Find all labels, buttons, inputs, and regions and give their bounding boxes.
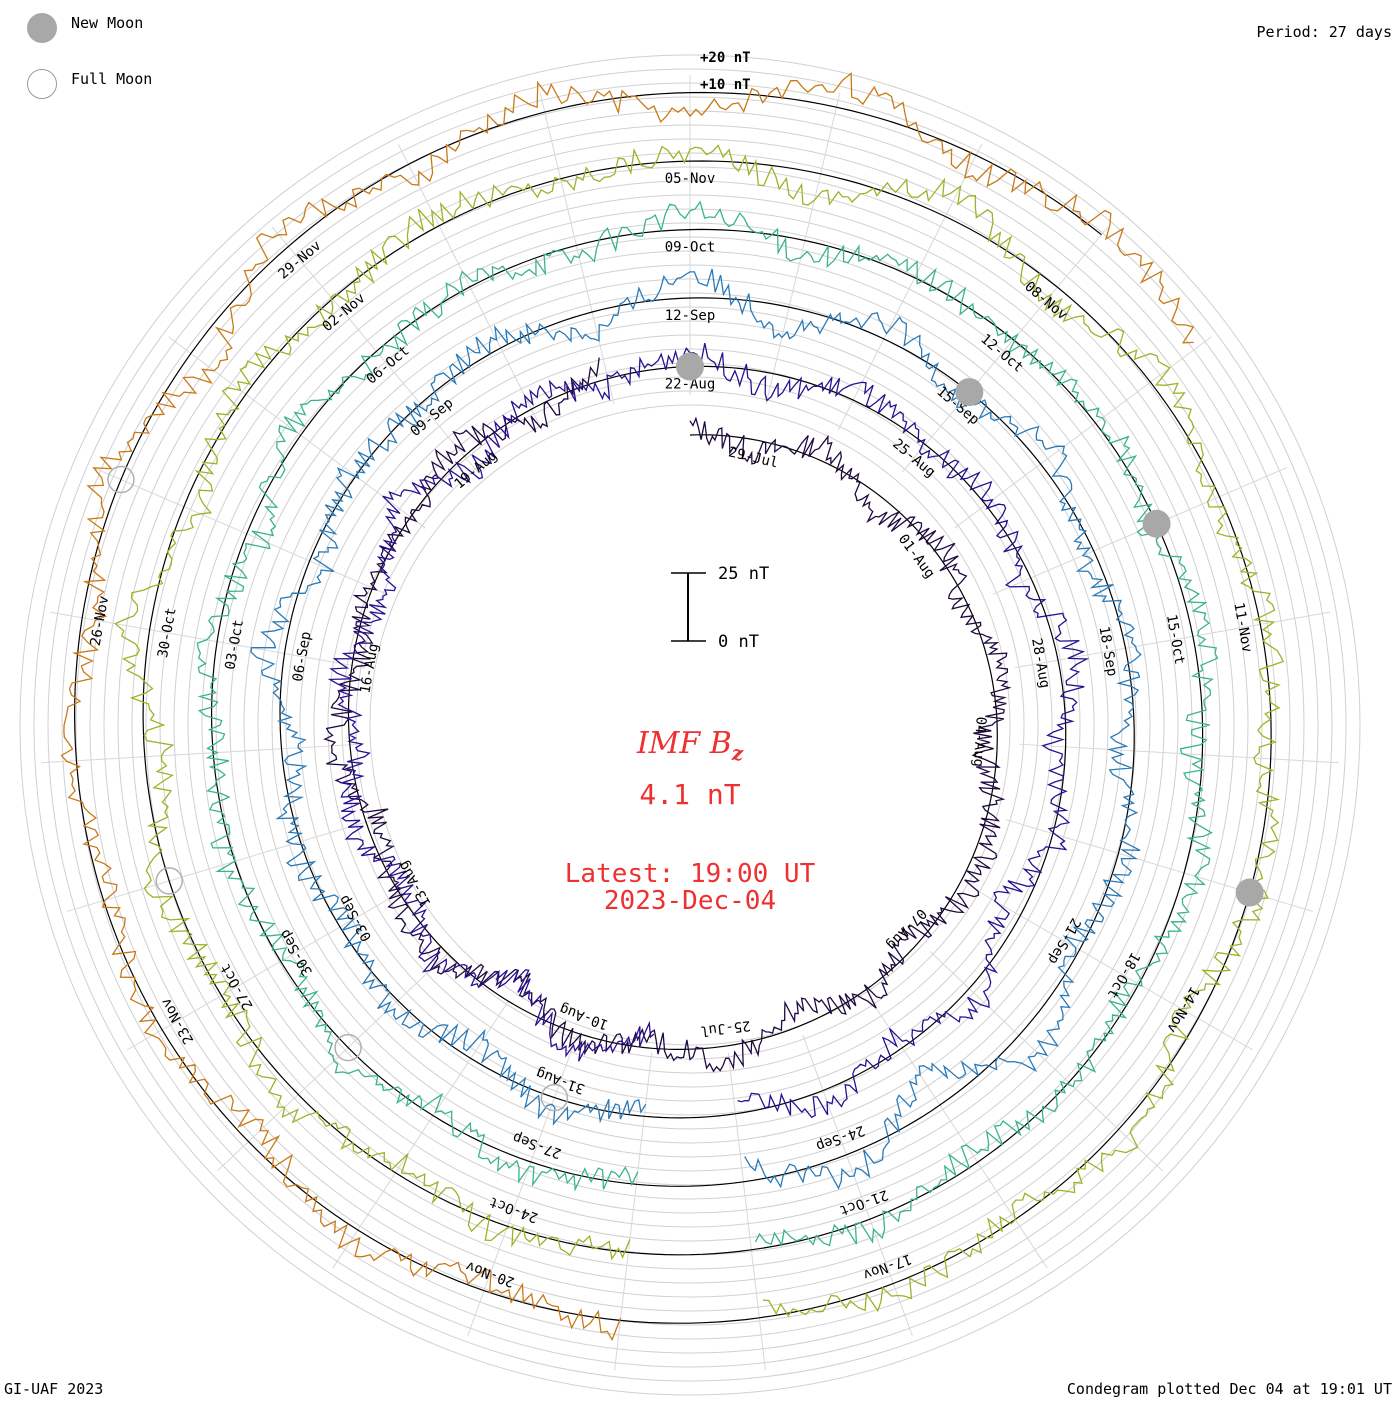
chart-title-main: IMF B	[636, 726, 732, 761]
ring-label-10: +10 nT	[700, 77, 751, 93]
latest-time-label: Latest: 19:00 UT	[564, 859, 816, 889]
grid-ring	[229, 264, 1151, 1186]
full-moon-marker	[540, 1083, 569, 1112]
full-moon-legend-label: Full Moon	[71, 70, 153, 88]
full-moon-marker	[155, 867, 183, 895]
series-trace-1	[323, 357, 1012, 1073]
new-moon-marker	[1235, 878, 1264, 907]
grid-ring	[355, 390, 1025, 1060]
grid-ring	[19, 54, 1361, 1396]
new-moon-marker	[1142, 509, 1171, 538]
grid-ring	[299, 334, 1081, 1116]
full-moon-marker	[107, 465, 135, 494]
date-label: 12-Sep	[665, 308, 716, 324]
date-label: 07-Aug	[883, 905, 929, 953]
full-moon-legend-icon	[27, 69, 57, 99]
grid-ring	[33, 68, 1347, 1382]
date-label: 26-Nov	[88, 595, 113, 648]
series-trace-3	[250, 268, 1142, 1190]
date-label: 30-Oct	[155, 607, 180, 660]
date-label: 14-Nov	[1163, 983, 1202, 1035]
grid-ring	[243, 278, 1137, 1172]
date-label: 03-Sep	[336, 892, 375, 944]
date-label: 24-Oct	[487, 1193, 540, 1225]
new-moon-legend-icon	[27, 13, 57, 43]
latest-date-label: 2023-Dec-04	[603, 886, 777, 916]
grid-ring	[341, 376, 1039, 1074]
date-label: 29-Nov	[275, 238, 324, 283]
date-label: 06-Oct	[364, 343, 413, 388]
period-label: Period: 27 days	[1256, 23, 1392, 41]
zero-baseline-spiral	[73, 91, 1272, 1324]
series-trace-5	[114, 144, 1285, 1317]
grid-ring	[327, 362, 1053, 1088]
date-label: 04-Aug	[970, 716, 989, 767]
new-moon-marker	[955, 378, 984, 407]
date-label: 25-Aug	[889, 436, 938, 481]
date-label: 27-Sep	[511, 1129, 564, 1161]
grid-spoke	[126, 889, 405, 1051]
series-trace-4	[196, 200, 1219, 1247]
ring-label-20: +20 nT	[700, 50, 751, 66]
chart-title: IMF Bz	[590, 726, 790, 765]
grid-spoke	[992, 467, 1288, 595]
chart-title-sub: z	[731, 741, 744, 765]
date-label: 16-Aug	[357, 642, 382, 695]
grid-spoke	[271, 226, 479, 473]
new-moon-legend-label: New Moon	[71, 14, 144, 32]
grid-spoke	[539, 92, 615, 405]
grid-spoke	[41, 743, 361, 764]
series-trace-2	[327, 342, 1090, 1119]
date-label: 18-Sep	[1095, 625, 1120, 678]
grid-spoke	[765, 92, 841, 405]
grid-spoke	[975, 889, 1254, 1051]
grid-ring	[369, 404, 1011, 1046]
grid-spoke	[1019, 743, 1339, 764]
grid-spoke	[901, 226, 1109, 473]
date-label: 15-Oct	[1163, 613, 1188, 666]
date-label: 09-Oct	[665, 240, 716, 256]
series-trace-6	[60, 72, 1195, 1342]
date-label: 29-Jul	[727, 444, 780, 471]
date-label: 25-Jul	[699, 1017, 751, 1039]
scale-top-label: 25 nT	[718, 564, 770, 584]
date-label: 19-Aug	[452, 448, 501, 493]
date-label: 10-Aug	[557, 1000, 610, 1032]
scale-bottom-label: 0 nT	[718, 632, 759, 652]
date-label: 22-Aug	[665, 377, 716, 393]
grid-spoke	[332, 1000, 510, 1269]
new-moon-marker	[676, 352, 704, 381]
date-label: 28-Aug	[1028, 637, 1053, 690]
date-label: 23-Nov	[158, 995, 197, 1047]
date-label: 02-Nov	[320, 290, 369, 335]
grid-spoke	[1014, 611, 1331, 669]
full-moon-marker	[334, 1033, 362, 1062]
date-label: 05-Nov	[665, 171, 716, 187]
grid-spoke	[802, 1034, 913, 1336]
current-value: 4.1 nT	[639, 778, 741, 811]
date-label: 11-Nov	[1230, 601, 1255, 654]
date-label: 06-Sep	[290, 630, 315, 683]
grid-spoke	[67, 819, 375, 912]
credit-label: GI-UAF 2023	[4, 1380, 104, 1398]
plotted-label: Condegram plotted Dec 04 at 19:01 UT	[1066, 1380, 1392, 1398]
date-label: 01-Aug	[895, 531, 938, 581]
date-label: 08-Nov	[1021, 279, 1070, 324]
date-label: 17-Nov	[861, 1250, 914, 1282]
grid-spoke	[870, 1000, 1048, 1269]
grid-spoke	[92, 467, 388, 595]
